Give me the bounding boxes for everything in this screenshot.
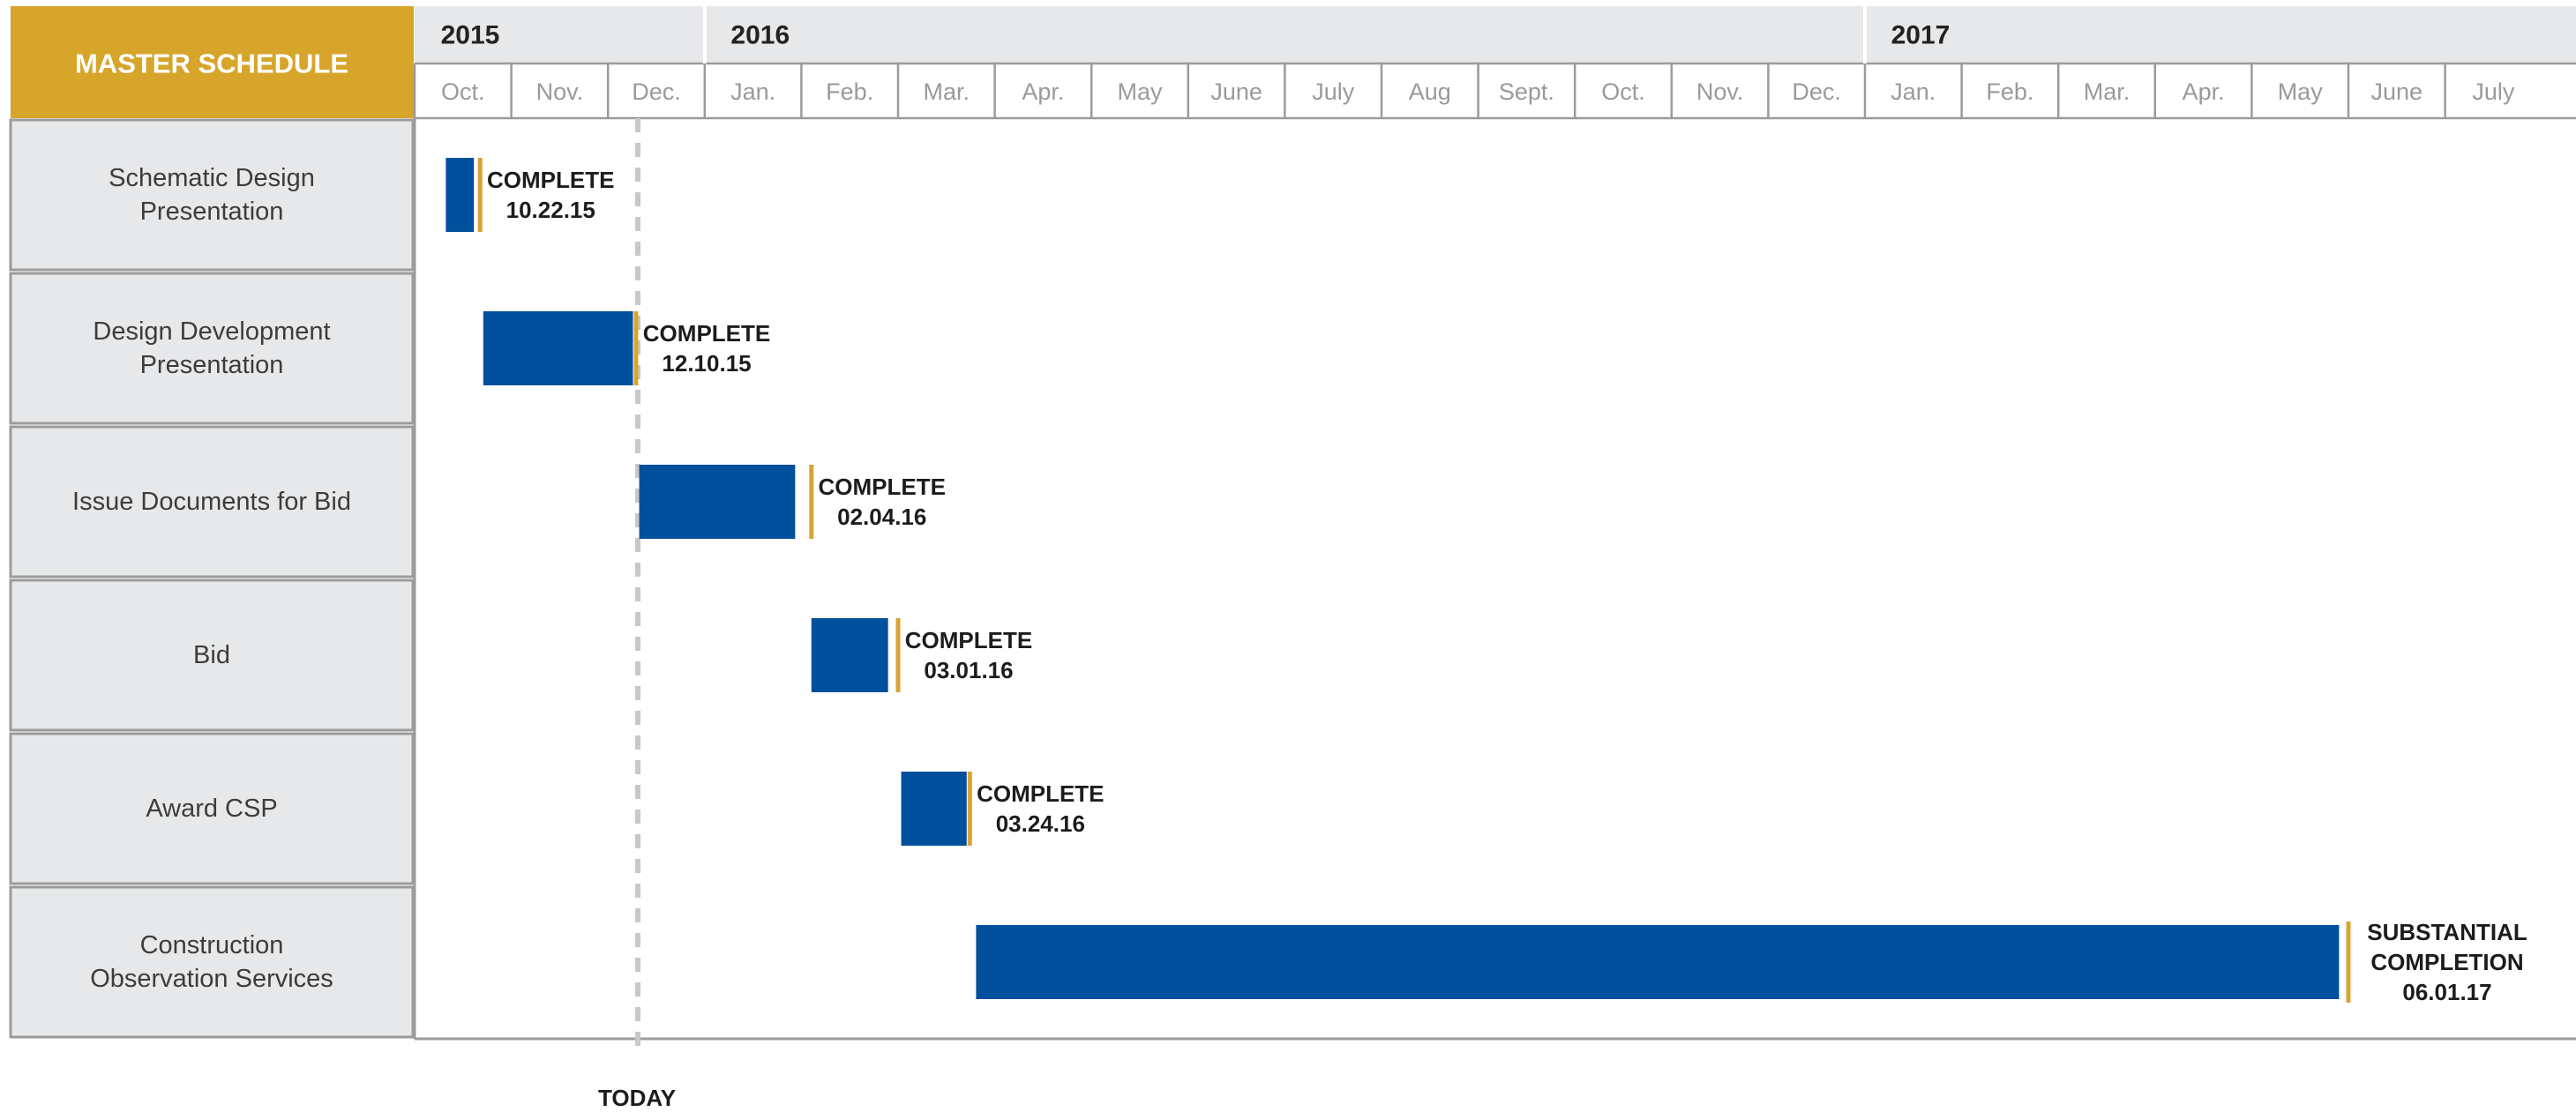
task-label: Presentation <box>140 198 284 226</box>
year-label: 2016 <box>730 21 790 50</box>
month-label: Jan. <box>1891 78 1936 105</box>
today-label: TODAY <box>598 1085 676 1111</box>
status-label: COMPLETE <box>977 780 1104 807</box>
month-label: Sept. <box>1499 78 1554 105</box>
status-label: COMPLETE <box>643 320 770 347</box>
status-label: 10.22.15 <box>506 197 595 223</box>
status-label: 06.01.17 <box>2402 979 2491 1005</box>
status-label: SUBSTANTIAL <box>2367 919 2527 945</box>
month-label: June <box>1210 78 1262 105</box>
year-label: 2015 <box>441 21 500 50</box>
month-label: Jan. <box>730 78 775 105</box>
month-label: Oct. <box>441 78 485 105</box>
status-label: COMPLETION <box>2370 949 2523 975</box>
month-label: Nov. <box>1696 78 1744 105</box>
milestone-marker <box>633 311 639 385</box>
status-label: 03.01.16 <box>924 657 1013 683</box>
month-label: July <box>1312 78 1355 105</box>
status-label: 02.04.16 <box>837 504 926 530</box>
month-label: May <box>1117 78 1163 105</box>
month-label: Mar. <box>2084 78 2130 105</box>
task-label: Design Development <box>93 317 330 346</box>
task-label-cell <box>9 732 415 885</box>
milestone-marker <box>809 465 814 539</box>
month-label: Mar. <box>924 78 970 105</box>
month-label: Apr. <box>1022 78 1064 105</box>
milestone-marker <box>2346 922 2351 1003</box>
task-bar <box>901 772 967 846</box>
task-bar <box>639 465 796 539</box>
task-bar <box>811 618 888 692</box>
month-label: Feb. <box>1986 78 2033 105</box>
year-label: 2017 <box>1891 21 1951 50</box>
status-label: COMPLETE <box>819 474 946 500</box>
month-label: July <box>2472 78 2515 105</box>
month-label: June <box>2371 78 2423 105</box>
month-label: Oct. <box>1601 78 1645 105</box>
month-header-band <box>415 63 2576 118</box>
task-label: Schematic Design <box>109 164 315 192</box>
status-label: COMPLETE <box>905 627 1032 653</box>
month-label: Feb. <box>826 78 873 105</box>
task-label-cell <box>9 578 415 732</box>
milestone-marker <box>895 618 901 692</box>
month-label: Dec. <box>1792 78 1841 105</box>
milestone-marker <box>967 772 972 846</box>
task-bar <box>483 311 633 385</box>
task-label: Award CSP <box>146 795 277 823</box>
month-label: Nov. <box>536 78 584 105</box>
task-label: Construction <box>140 931 284 959</box>
task-label-cell <box>9 425 415 578</box>
task-label-cell <box>9 272 415 425</box>
year-header-band <box>415 6 2576 63</box>
status-label: 03.24.16 <box>996 810 1085 837</box>
task-bar <box>976 925 2340 999</box>
month-label: Aug <box>1409 78 1451 105</box>
task-bar <box>446 158 475 232</box>
task-label: Bid <box>193 641 230 669</box>
chart-title: MASTER SCHEDULE <box>75 49 348 79</box>
status-label: 12.10.15 <box>662 350 751 377</box>
task-label-cell <box>9 885 415 1039</box>
task-label-cell <box>9 118 415 272</box>
status-label: COMPLETE <box>487 167 614 193</box>
task-label: Observation Services <box>90 965 333 993</box>
master-schedule-header <box>11 6 414 118</box>
task-label: Presentation <box>140 351 284 379</box>
month-label: May <box>2278 78 2324 105</box>
task-label: Issue Documents for Bid <box>72 488 351 516</box>
month-label: Dec. <box>632 78 681 105</box>
month-label: Apr. <box>2183 78 2225 105</box>
milestone-marker <box>477 158 483 232</box>
